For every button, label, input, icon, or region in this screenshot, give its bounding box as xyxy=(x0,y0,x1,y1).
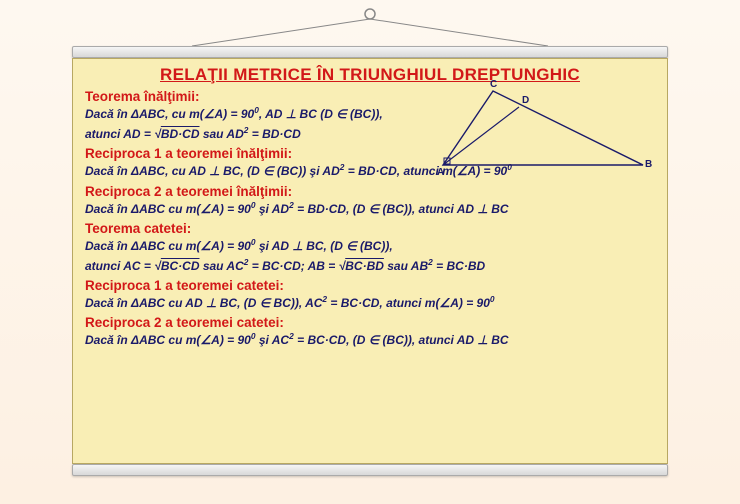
poster-wrapper: RELAŢII METRICE ÎN TRIUNGHIUL DREPTUNGHI… xyxy=(72,46,668,476)
theorem-line: Dacă în ΔABC cu m(∠A) = 900 şi AD ⊥ BC, … xyxy=(85,237,655,256)
theorem-line: Dacă în ΔABC cu m(∠A) = 900 şi AD2 = BD·… xyxy=(85,200,655,219)
vertex-d: D xyxy=(522,95,529,106)
section-heading: Reciproca 2 a teoremei înălţimii: xyxy=(85,184,655,199)
theorem-line: atunci AD = √BD·CD sau AD2 = BD·CD xyxy=(85,125,433,144)
theorem-line: Dacă în ΔABC cu m(∠A) = 900 şi AC2 = BC·… xyxy=(85,331,655,350)
theorem-line: Dacă în ΔABC cu AD ⊥ BC, (D ∈ BC)), AC2 … xyxy=(85,294,655,313)
bottom-bar xyxy=(72,464,668,476)
section-heading: Reciproca 1 a teoremei catetei: xyxy=(85,278,655,293)
main-title: RELAŢII METRICE ÎN TRIUNGHIUL DREPTUNGHI… xyxy=(85,65,655,85)
top-bar xyxy=(72,46,668,58)
theorem-line: atunci AC = √BC·CD sau AC2 = BC·CD; AB =… xyxy=(85,257,655,276)
section-heading: Reciproca 2 a teoremei catetei: xyxy=(85,315,655,330)
section-heading: Teorema catetei: xyxy=(85,221,655,236)
vertex-c: C xyxy=(490,79,497,90)
theorem-line: Dacă în ΔABC, cu m(∠A) = 900, AD ⊥ BC (D… xyxy=(85,105,433,124)
vertex-a: A xyxy=(437,167,444,178)
hanger xyxy=(180,8,560,48)
vertex-b: B xyxy=(645,159,652,170)
poster: RELAŢII METRICE ÎN TRIUNGHIUL DREPTUNGHI… xyxy=(72,58,668,464)
triangle-diagram: A B C D xyxy=(433,85,653,177)
